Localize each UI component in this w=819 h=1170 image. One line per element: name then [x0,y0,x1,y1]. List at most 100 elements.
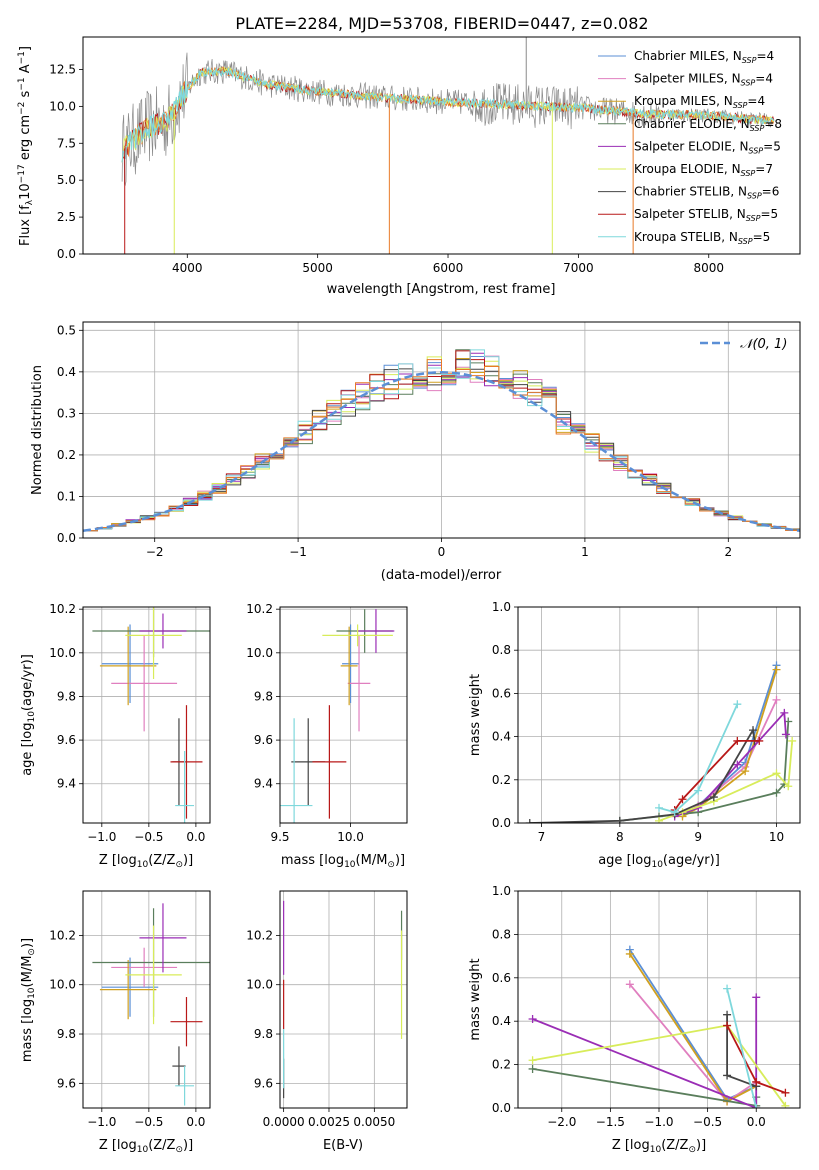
x-axis-label-part: ⊙ [175,1145,183,1155]
axes-frame [279,890,408,1109]
mass-weight-marker [528,1015,537,1024]
error-bar-point [125,607,182,679]
error-bar-point [342,624,360,703]
x-tick-label: −1.5 [596,1115,625,1129]
axes-frame [82,36,801,255]
mass-weight-series [655,700,742,817]
legend-nssp-value: 6 [772,185,780,199]
legend-entry: Chabrier STELIB, NSSP=6 [634,185,779,201]
x-tick-label: 0.0050 [353,1115,395,1129]
mass-weight-marker [723,984,732,993]
y-axis-label: mass [log10(M/M⊙)] [20,938,37,1062]
mass-weight-line [658,703,739,814]
x-axis-label-part: 10 [651,860,663,870]
mass-weight-marker [625,949,634,958]
legend-nssp-label: N [733,49,742,63]
legend-nssp-value: 5 [763,230,771,244]
x-tick-label: 8 [616,830,624,844]
legend-nssp-value: 4 [757,94,765,108]
legend-name: Salpeter STELIB [634,207,729,221]
axes-frame [82,321,801,539]
legend-nssp-sub: SSP [748,146,763,155]
x-tick-label: 0.0 [186,830,205,844]
legend-nssp-sub: SSP [741,79,756,88]
x-tick-label: −1.0 [87,830,116,844]
legend-name: Kroupa MILES [634,94,716,108]
mass-weight-marker [788,736,797,745]
y-tick-label: 12.5 [49,62,76,76]
mass-weight-marker [752,1104,761,1108]
y-axis-label-part: mass [log [20,999,35,1062]
legend-nssp-label: N [738,185,747,199]
error-bar-point [322,624,393,647]
y-axis-label: age [log10(age/yr)] [20,654,37,776]
legend-nssp-label: N [737,207,746,221]
axes-frame [82,890,211,1109]
y-axis-label: Normed distribution [30,365,45,495]
mass-weight-marker [755,736,764,745]
legend-nssp-sub: SSP [742,56,757,65]
normal-reference-curve [83,371,800,532]
mass-weight-marker [528,1064,537,1073]
x-axis-label-part: ⊙ [387,860,395,870]
error-bar-point [101,624,159,703]
legend-nssp-value: 5 [771,207,779,221]
x-axis-label-part: 10 [650,1145,662,1155]
y-tick-label: 9.4 [57,777,76,791]
y-tick-label: 10.2 [246,928,273,942]
legend-nssp-label: N [741,117,750,131]
error-bar-point [99,626,157,706]
residual-histogram-step [83,359,800,538]
mass-vs-metallicity-plot: −1.0 −0.5 0.09.69.810.010.2Z [log10(Z/Z⊙)]… [20,890,211,1155]
x-tick-label: 5000 [302,261,333,275]
y-axis-label-part: ] [18,46,33,51]
error-bar-point [340,626,358,706]
x-axis-label-part: Z [log [99,1138,137,1153]
legend-nssp-sub: SSP [747,192,762,201]
legend-entry: Chabrier MILES, NSSP=4 [634,49,774,65]
y-tick-label: 9.8 [254,1027,273,1041]
y-tick-label: 9.6 [57,733,76,747]
y-axis-label-part: (M/M [20,956,35,988]
mass-weight-marker [723,1021,732,1030]
x-tick-label: 7000 [563,261,594,275]
axes-frame [279,606,408,824]
x-axis-label-part: 10 [137,1145,149,1155]
legend-nssp-sub: SSP [746,214,761,223]
legend-nssp-value: 7 [765,162,773,176]
mass-weight-marker [678,795,687,804]
x-tick-label: 8000 [693,261,724,275]
y-tick-label: 7.5 [57,136,76,150]
mass_weight_vs_age-plot-area [518,607,800,823]
y-axis-label-part: −1 [17,77,27,90]
mass-weight-marker [528,1056,537,1065]
legend-nssp-sub: SSP [741,169,756,178]
x-axis-label: age [log10(age/yr)] [598,853,720,870]
legend-name: Kroupa ELODIE [634,162,724,176]
x-tick-label: 2 [724,545,732,559]
error-bar-point [125,925,182,1025]
mass-weight-line [532,997,758,1108]
x-tick-label: 1 [581,545,589,559]
y-tick-label: 9.8 [57,1027,76,1041]
mass-weight-marker [723,1071,732,1080]
x-tick-label: −1 [289,545,307,559]
y-tick-label: 10.0 [49,646,76,660]
legend-name: Salpeter MILES [634,72,724,86]
y-tick-label: 9.6 [254,733,273,747]
legend-nssp-label: N [739,139,748,153]
x-tick-label: 0 [438,545,446,559]
x-axis-label-part: 10 [137,860,149,870]
mass-weight-marker [772,788,781,797]
mass-weight-line [673,740,760,811]
x-tick-label: 7 [538,830,546,844]
age-vs-mass-plot: 9.5 10.0 9.4 9.6 9.8 10.0 10.2 mass [log10(M/M⊙… [246,602,408,870]
mass-weight-vs-metallicity-plot: −2.0 −1.5 −1.0 −0.5 0.0 0.0 0.2 0.4 0.6 0.8 1.0 mas… [468,884,801,1155]
y-tick-label: 0.4 [57,365,76,379]
legend-nssp-value: 5 [773,139,781,153]
mass-weight-marker [733,700,742,709]
x-axis-label-part: ⊙ [175,860,183,870]
mass-weight-marker [694,786,703,795]
y-tick-label: 0.8 [492,643,511,657]
